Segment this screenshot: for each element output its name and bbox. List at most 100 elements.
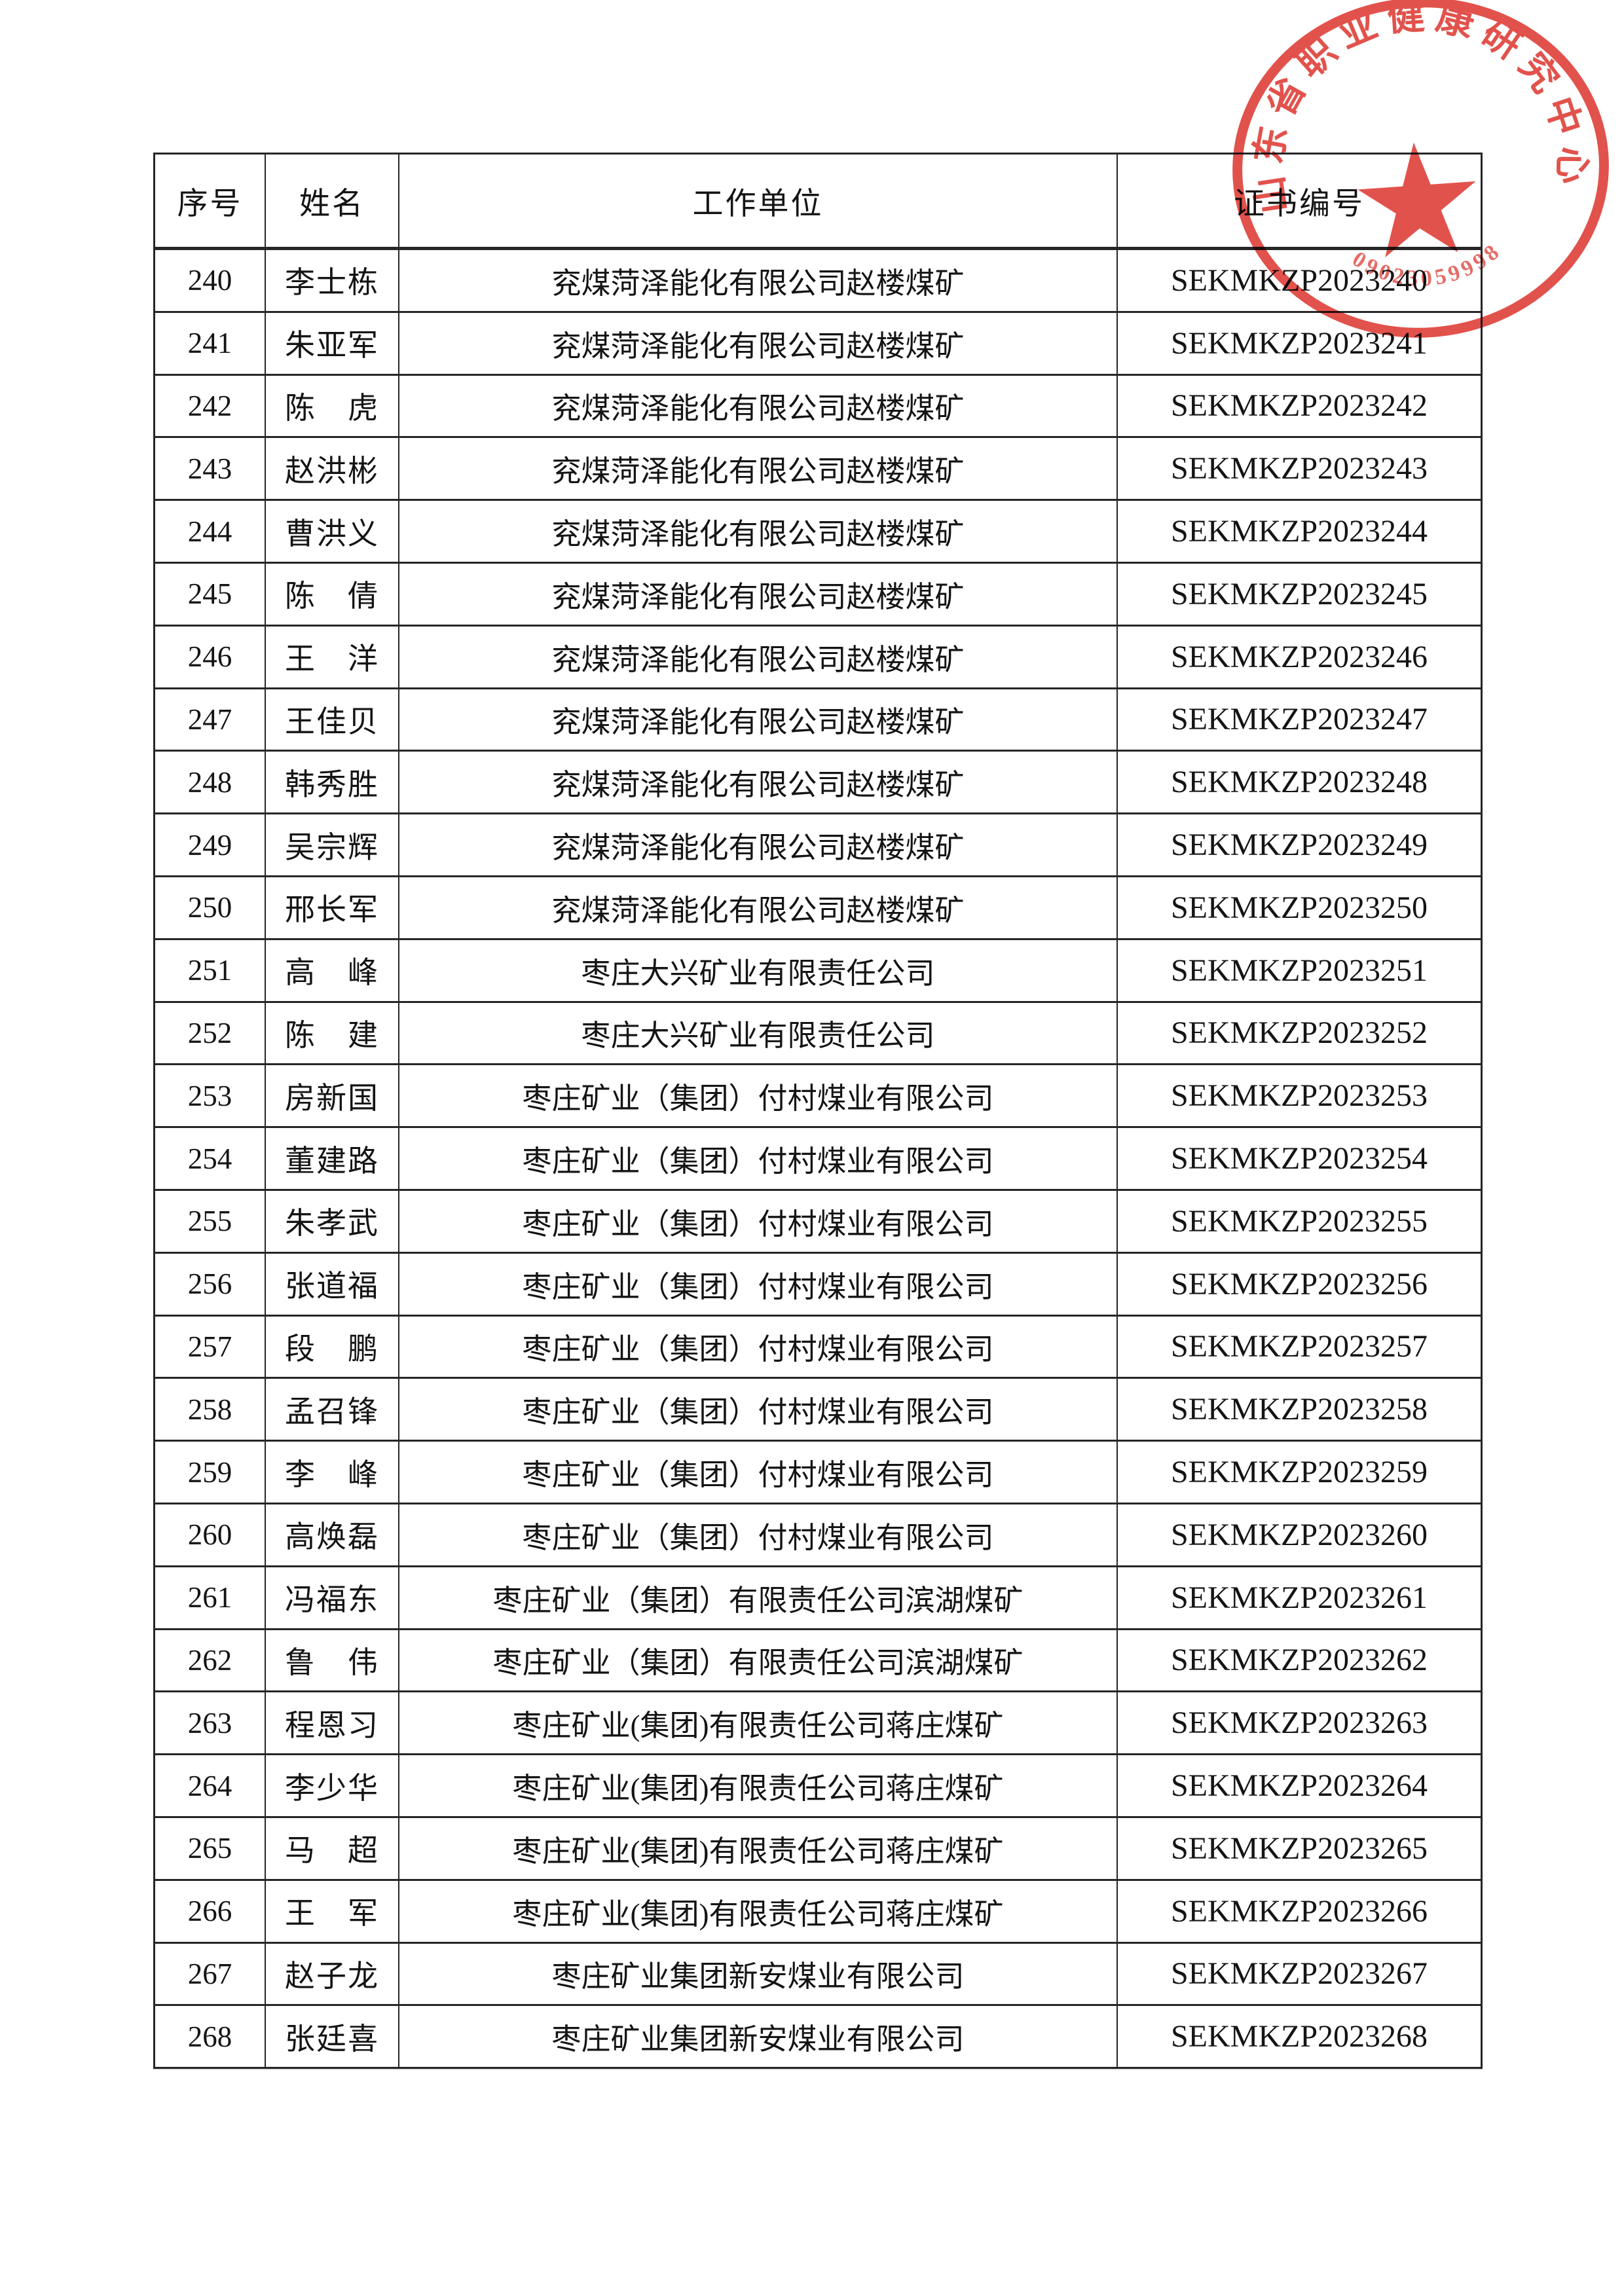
cert-cell: SEKMKZP2023251	[1118, 938, 1481, 1001]
name-cell: 韩秀胜	[266, 750, 399, 813]
name-cell: 房新国	[266, 1063, 399, 1127]
no-cell: 251	[155, 938, 266, 1001]
name-cell: 赵洪彬	[266, 436, 399, 500]
unit-cell: 枣庄矿业（集团）付村煤业有限公司	[399, 1063, 1118, 1127]
unit-cell: 兖煤菏泽能化有限公司赵楼煤矿	[399, 875, 1118, 938]
no-cell: 247	[155, 687, 266, 750]
cert-cell: SEKMKZP2023264	[1118, 1753, 1481, 1816]
no-cell: 243	[155, 436, 266, 500]
no-cell: 241	[155, 310, 266, 374]
cert-cell: SEKMKZP2023257	[1118, 1314, 1481, 1377]
unit-cell: 枣庄矿业(集团)有限责任公司蒋庄煤矿	[399, 1690, 1118, 1754]
unit-cell: 枣庄矿业（集团）有限责任公司滨湖煤矿	[399, 1628, 1118, 1691]
no-cell: 249	[155, 812, 266, 875]
name-cell: 朱亚军	[266, 310, 399, 374]
no-cell: 265	[155, 1815, 266, 1879]
name-cell: 朱孝武	[266, 1188, 399, 1252]
no-cell: 257	[155, 1314, 266, 1377]
no-cell: 246	[155, 624, 266, 687]
name-cell: 陈 建	[266, 1000, 399, 1064]
unit-cell: 枣庄矿业（集团）有限责任公司滨湖煤矿	[399, 1565, 1118, 1628]
unit-cell: 枣庄矿业(集团)有限责任公司蒋庄煤矿	[399, 1878, 1118, 1942]
name-cell: 邢长军	[266, 875, 399, 938]
name-cell: 马 超	[266, 1815, 399, 1879]
name-cell: 王 军	[266, 1878, 399, 1942]
cert-cell: SEKMKZP2023262	[1118, 1628, 1481, 1691]
no-cell: 263	[155, 1690, 266, 1754]
column-header-cert: 证书编号	[1118, 155, 1481, 248]
cert-cell: SEKMKZP2023248	[1118, 750, 1481, 813]
no-cell: 252	[155, 1000, 266, 1064]
cert-cell: SEKMKZP2023266	[1118, 1878, 1481, 1942]
unit-cell: 枣庄矿业（集团）付村煤业有限公司	[399, 1440, 1118, 1503]
no-cell: 268	[155, 2004, 266, 2068]
unit-cell: 兖煤菏泽能化有限公司赵楼煤矿	[399, 436, 1118, 500]
cert-cell: SEKMKZP2023258	[1118, 1377, 1481, 1440]
unit-cell: 枣庄矿业（集团）付村煤业有限公司	[399, 1377, 1118, 1440]
name-cell: 李士栋	[266, 248, 399, 311]
cert-cell: SEKMKZP2023260	[1118, 1502, 1481, 1565]
name-cell: 高焕磊	[266, 1502, 399, 1565]
name-cell: 程恩习	[266, 1690, 399, 1754]
cert-cell: SEKMKZP2023259	[1118, 1440, 1481, 1503]
certificate-table: 序号 姓名 工作单位 证书编号 240 李士栋 兖煤菏泽能化有限公司赵楼煤矿 SEKMKZP2…	[153, 153, 1483, 2069]
name-cell: 李少华	[266, 1753, 399, 1816]
name-cell: 孟召锋	[266, 1377, 399, 1440]
column-header-name: 姓名	[266, 155, 399, 248]
column-header-unit: 工作单位	[399, 155, 1118, 248]
name-cell: 张廷喜	[266, 2004, 399, 2068]
cert-cell: SEKMKZP2023249	[1118, 812, 1481, 875]
no-cell: 258	[155, 1377, 266, 1440]
no-cell: 248	[155, 750, 266, 813]
cert-cell: SEKMKZP2023252	[1118, 1000, 1481, 1064]
cert-cell: SEKMKZP2023243	[1118, 436, 1481, 500]
no-cell: 262	[155, 1628, 266, 1691]
unit-cell: 兖煤菏泽能化有限公司赵楼煤矿	[399, 624, 1118, 687]
name-cell: 王佳贝	[266, 687, 399, 750]
name-cell: 段 鹏	[266, 1314, 399, 1377]
cert-cell: SEKMKZP2023256	[1118, 1251, 1481, 1315]
cert-cell: SEKMKZP2023261	[1118, 1565, 1481, 1628]
cert-cell: SEKMKZP2023255	[1118, 1188, 1481, 1252]
unit-cell: 兖煤菏泽能化有限公司赵楼煤矿	[399, 248, 1118, 311]
name-cell: 高 峰	[266, 938, 399, 1001]
cert-cell: SEKMKZP2023242	[1118, 373, 1481, 437]
unit-cell: 枣庄矿业集团新安煤业有限公司	[399, 2004, 1118, 2068]
unit-cell: 枣庄矿业（集团）付村煤业有限公司	[399, 1251, 1118, 1315]
unit-cell: 枣庄大兴矿业有限责任公司	[399, 1000, 1118, 1064]
unit-cell: 兖煤菏泽能化有限公司赵楼煤矿	[399, 750, 1118, 813]
cert-cell: SEKMKZP2023246	[1118, 624, 1481, 687]
name-cell: 赵子龙	[266, 1941, 399, 2005]
cert-cell: SEKMKZP2023240	[1118, 248, 1481, 311]
unit-cell: 枣庄矿业（集团）付村煤业有限公司	[399, 1502, 1118, 1565]
no-cell: 260	[155, 1502, 266, 1565]
cert-cell: SEKMKZP2023241	[1118, 310, 1481, 374]
no-cell: 253	[155, 1063, 266, 1127]
name-cell: 曹洪义	[266, 499, 399, 562]
unit-cell: 兖煤菏泽能化有限公司赵楼煤矿	[399, 373, 1118, 437]
no-cell: 254	[155, 1126, 266, 1189]
unit-cell: 兖煤菏泽能化有限公司赵楼煤矿	[399, 499, 1118, 562]
unit-cell: 枣庄矿业(集团)有限责任公司蒋庄煤矿	[399, 1815, 1118, 1879]
name-cell: 张道福	[266, 1251, 399, 1315]
cert-cell: SEKMKZP2023250	[1118, 875, 1481, 938]
no-cell: 245	[155, 561, 266, 625]
no-cell: 261	[155, 1565, 266, 1628]
name-cell: 陈 虎	[266, 373, 399, 437]
cert-cell: SEKMKZP2023244	[1118, 499, 1481, 562]
no-cell: 240	[155, 248, 266, 311]
name-cell: 董建路	[266, 1126, 399, 1189]
cert-cell: SEKMKZP2023247	[1118, 687, 1481, 750]
unit-cell: 枣庄矿业（集团）付村煤业有限公司	[399, 1188, 1118, 1252]
unit-cell: 枣庄矿业集团新安煤业有限公司	[399, 1941, 1118, 2005]
no-cell: 264	[155, 1753, 266, 1816]
no-cell: 250	[155, 875, 266, 938]
name-cell: 吴宗辉	[266, 812, 399, 875]
cert-cell: SEKMKZP2023254	[1118, 1126, 1481, 1189]
column-header-no: 序号	[155, 155, 266, 248]
name-cell: 陈 倩	[266, 561, 399, 625]
name-cell: 冯福东	[266, 1565, 399, 1628]
cert-cell: SEKMKZP2023245	[1118, 561, 1481, 625]
cert-cell: SEKMKZP2023267	[1118, 1941, 1481, 2005]
